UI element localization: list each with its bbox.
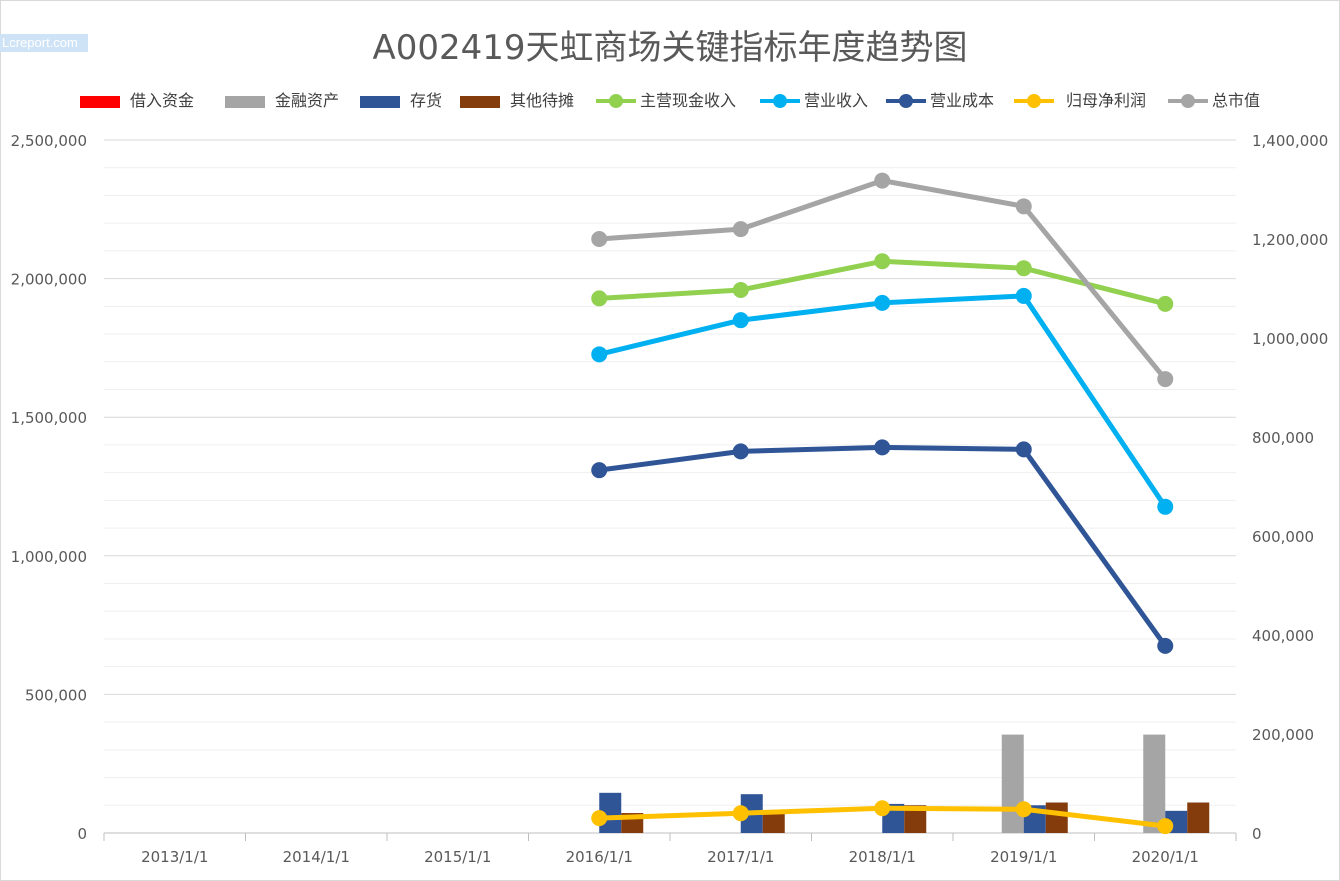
- bar: [1187, 802, 1210, 833]
- legend-label: 其他待摊: [510, 91, 575, 110]
- legend-swatch: [460, 96, 500, 108]
- data-point: [591, 290, 608, 307]
- legend-label: 借入资金: [130, 91, 195, 110]
- series-line: [596, 444, 1168, 649]
- legend-label: 总市值: [1212, 91, 1261, 110]
- gridlines: [104, 139, 1236, 834]
- x-tick-label: 2018/1/1: [849, 848, 916, 866]
- legend-swatch: [225, 96, 265, 108]
- data-point: [591, 346, 608, 363]
- data-point: [1157, 637, 1174, 654]
- bar: [1001, 734, 1024, 833]
- data-point: [732, 281, 749, 298]
- data-point: [1157, 818, 1174, 835]
- x-tick-label: 2019/1/1: [990, 848, 1057, 866]
- data-point: [591, 462, 608, 479]
- x-tick-label: 2017/1/1: [707, 848, 774, 866]
- right-tick-label: 600,000: [1252, 528, 1314, 546]
- right-tick-label: 400,000: [1252, 627, 1314, 645]
- data-point: [1157, 295, 1174, 312]
- x-axis: 2013/1/1 2014/1/1 2015/1/1 2016/1/1 2017/1/1…: [103, 832, 1237, 866]
- legend-label: 主营现金收入: [640, 91, 737, 110]
- legend-marker: [609, 94, 623, 108]
- data-point: [591, 231, 608, 247]
- legend-label: 归母净利润: [1066, 91, 1147, 110]
- left-tick-label: 1,000,000: [11, 548, 87, 566]
- legend: 借入资金 金融资产 存货 其他待摊 主营现金收入 营业收入 营业成本 归母净利润…: [0, 88, 1340, 114]
- bar: [1143, 734, 1166, 833]
- data-point: [1015, 801, 1032, 818]
- right-axis-ticks: 0 200,000 400,000 600,000 800,000 1,000,000 1,…: [1252, 132, 1328, 843]
- legend-marker: [899, 94, 913, 108]
- right-tick-label: 1,200,000: [1252, 231, 1328, 249]
- data-point: [591, 810, 608, 827]
- left-tick-label: 500,000: [25, 686, 87, 704]
- left-tick-label: 1,500,000: [11, 409, 87, 427]
- x-tick-label: 2015/1/1: [424, 848, 491, 866]
- left-tick-label: 2,500,000: [11, 132, 87, 150]
- bar: [904, 805, 927, 833]
- legend-label: 营业收入: [804, 91, 869, 110]
- legend-marker: [773, 94, 787, 108]
- data-point: [874, 172, 891, 189]
- data-point: [1015, 441, 1032, 458]
- data-point: [732, 221, 749, 238]
- x-tick-label: 2013/1/1: [141, 848, 208, 866]
- data-point: [732, 443, 749, 460]
- chart-title: A002419天虹商场关键指标年度趋势图: [372, 28, 968, 68]
- x-tick-label: 2020/1/1: [1132, 848, 1199, 866]
- data-point: [1015, 198, 1032, 215]
- x-tick-label: 2014/1/1: [283, 848, 350, 866]
- left-tick-label: 0: [77, 825, 87, 843]
- right-tick-label: 200,000: [1252, 726, 1314, 744]
- data-point: [732, 805, 749, 822]
- data-point: [874, 294, 891, 311]
- data-point: [1157, 498, 1174, 515]
- data-point: [1015, 260, 1032, 277]
- legend-label: 营业成本: [930, 91, 995, 110]
- data-point: [1157, 371, 1174, 388]
- data-point: [874, 439, 891, 456]
- right-tick-label: 1,400,000: [1252, 132, 1328, 150]
- data-point: [874, 800, 891, 817]
- legend-swatch: [80, 96, 120, 108]
- line-series: [591, 172, 1174, 835]
- data-point: [732, 312, 749, 329]
- series-line: [596, 293, 1168, 510]
- legend-label: 存货: [410, 91, 443, 110]
- left-tick-label: 2,000,000: [11, 271, 87, 289]
- watermark-badge: Lcreport.com: [0, 34, 88, 52]
- left-axis-ticks: 0 500,000 1,000,000 1,500,000 2,000,000 2,500…: [11, 132, 87, 843]
- data-point: [1015, 287, 1032, 304]
- legend-marker: [1027, 94, 1041, 108]
- bar: [1045, 802, 1068, 833]
- bar: [762, 813, 785, 833]
- right-tick-label: 0: [1252, 825, 1262, 843]
- right-tick-label: 800,000: [1252, 429, 1314, 447]
- data-point: [874, 253, 891, 270]
- right-tick-label: 1,000,000: [1252, 330, 1328, 348]
- x-tick-label: 2016/1/1: [566, 848, 633, 866]
- legend-label: 金融资产: [275, 91, 340, 110]
- legend-swatch: [360, 96, 400, 108]
- series-line: [596, 178, 1168, 382]
- legend-marker: [1181, 94, 1195, 108]
